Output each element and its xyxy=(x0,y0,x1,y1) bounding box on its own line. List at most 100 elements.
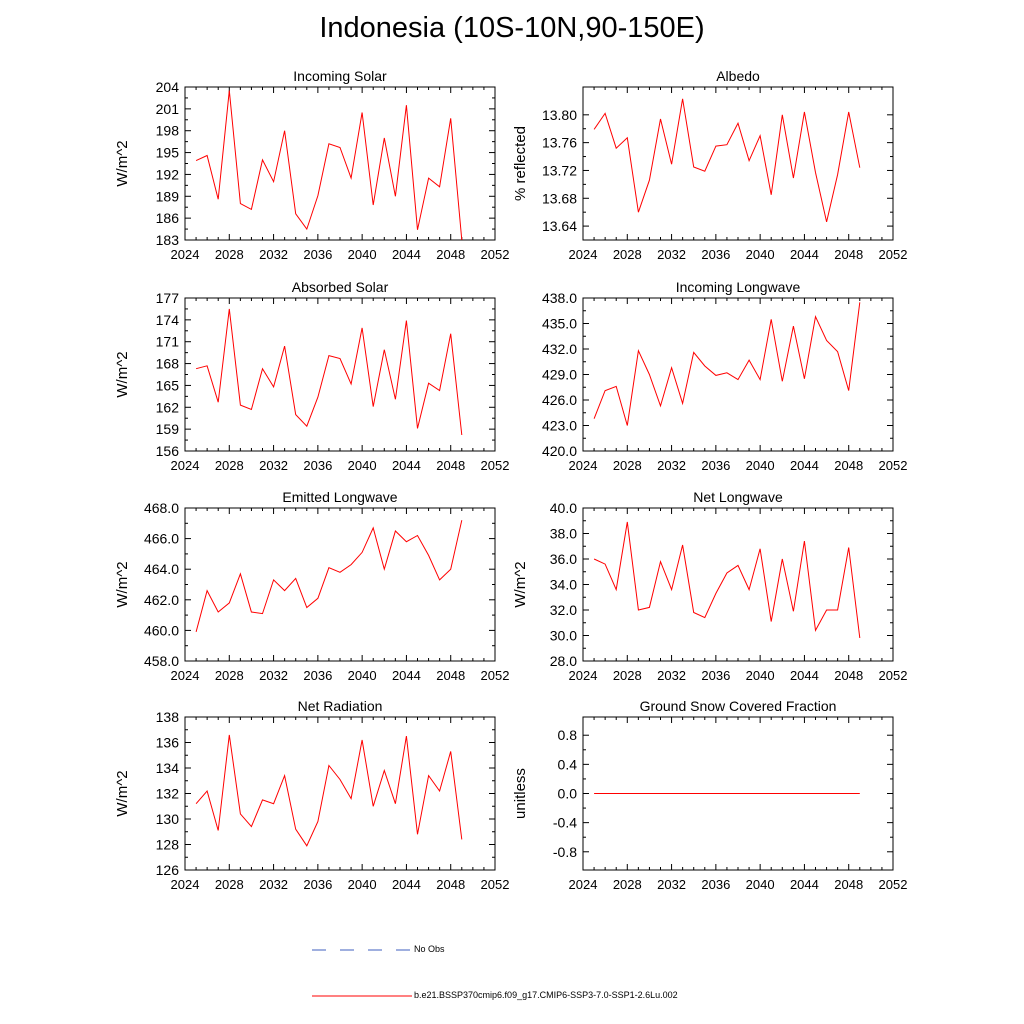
y-tick-label: 468.0 xyxy=(144,500,179,516)
y-tick-label: 462.0 xyxy=(144,592,179,608)
x-tick-label: 2028 xyxy=(613,247,642,262)
y-tick-label: 466.0 xyxy=(144,531,179,547)
x-tick-label: 2044 xyxy=(790,877,819,892)
x-tick-label: 2052 xyxy=(481,247,510,262)
legend-model-label: b.e21.BSSP370cmip6.f09_g17.CMIP6-SSP3-7.… xyxy=(414,990,678,1000)
x-tick-label: 2052 xyxy=(879,877,908,892)
panel-title: Ground Snow Covered Fraction xyxy=(640,698,837,714)
y-tick-label: 34.0 xyxy=(550,577,577,593)
y-tick-label: 28.0 xyxy=(550,653,577,669)
x-tick-label: 2028 xyxy=(613,877,642,892)
y-tick-label: 174 xyxy=(156,312,180,328)
x-tick-label: 2048 xyxy=(834,877,863,892)
x-tick-label: 2040 xyxy=(746,877,775,892)
x-tick-label: 2040 xyxy=(746,668,775,683)
y-axis-label: W/m^2 xyxy=(114,561,131,607)
y-tick-label: 168 xyxy=(156,356,180,372)
x-tick-label: 2048 xyxy=(436,458,465,473)
legend-obs-label: No Obs xyxy=(414,944,445,954)
y-axis-label: W/m^2 xyxy=(114,351,131,397)
x-tick-label: 2028 xyxy=(215,877,244,892)
x-tick-label: 2024 xyxy=(569,458,598,473)
x-tick-label: 2040 xyxy=(348,247,377,262)
y-tick-label: 186 xyxy=(156,210,180,226)
y-tick-label: 130 xyxy=(156,811,180,827)
x-tick-label: 2024 xyxy=(569,877,598,892)
x-tick-label: 2052 xyxy=(481,458,510,473)
y-tick-label: 13.72 xyxy=(542,162,577,178)
chart-panel: Albedo 2024 2028 2032 2036 2040 2044 2048 2052 13… xyxy=(512,68,907,262)
x-tick-label: 2036 xyxy=(701,877,730,892)
series-line xyxy=(195,308,463,436)
y-tick-label: -0.8 xyxy=(553,844,577,860)
y-tick-label: 195 xyxy=(156,145,180,161)
y-tick-label: 32.0 xyxy=(550,602,577,618)
x-tick-label: 2044 xyxy=(790,668,819,683)
y-tick-label: 138 xyxy=(156,709,180,725)
y-tick-label: 171 xyxy=(156,334,180,350)
panel-title: Incoming Solar xyxy=(293,68,387,84)
y-tick-label: 435.0 xyxy=(542,316,577,332)
chart-panel: Ground Snow Covered Fraction 2024 2028 2032… xyxy=(512,698,907,892)
y-axis-label: W/m^2 xyxy=(512,561,529,607)
x-tick-label: 2024 xyxy=(171,458,200,473)
y-tick-label: 204 xyxy=(156,79,180,95)
x-tick-label: 2036 xyxy=(303,247,332,262)
x-tick-label: 2028 xyxy=(215,668,244,683)
y-tick-label: 156 xyxy=(156,443,180,459)
y-tick-label: 165 xyxy=(156,377,180,393)
y-tick-label: 13.76 xyxy=(542,135,577,151)
y-tick-label: 432.0 xyxy=(542,341,577,357)
y-axis-label: W/m^2 xyxy=(114,770,131,816)
panel-title: Incoming Longwave xyxy=(676,279,801,295)
x-tick-label: 2032 xyxy=(657,458,686,473)
y-tick-label: 0.8 xyxy=(558,727,578,743)
x-tick-label: 2032 xyxy=(259,247,288,262)
x-tick-label: 2032 xyxy=(259,668,288,683)
x-tick-label: 2032 xyxy=(259,458,288,473)
y-tick-label: 423.0 xyxy=(542,418,577,434)
y-tick-label: 183 xyxy=(156,232,180,248)
y-axis-label: unitless xyxy=(512,768,529,819)
x-tick-label: 2044 xyxy=(392,877,421,892)
x-tick-label: 2052 xyxy=(481,877,510,892)
y-tick-label: 438.0 xyxy=(542,290,577,306)
x-tick-label: 2040 xyxy=(348,877,377,892)
x-tick-label: 2044 xyxy=(790,458,819,473)
x-tick-label: 2028 xyxy=(613,458,642,473)
panel-title: Net Longwave xyxy=(693,489,783,505)
x-tick-label: 2048 xyxy=(436,668,465,683)
x-tick-label: 2044 xyxy=(392,247,421,262)
y-tick-label: 0.4 xyxy=(558,756,578,772)
y-tick-label: 159 xyxy=(156,421,180,437)
x-tick-label: 2036 xyxy=(303,668,332,683)
y-tick-label: 458.0 xyxy=(144,653,179,669)
y-tick-label: 13.68 xyxy=(542,190,577,206)
x-tick-label: 2044 xyxy=(392,458,421,473)
series-line xyxy=(593,98,861,223)
y-tick-label: 38.0 xyxy=(550,526,577,542)
x-tick-label: 2048 xyxy=(834,458,863,473)
y-tick-label: 40.0 xyxy=(550,500,577,516)
y-tick-label: 134 xyxy=(156,760,180,776)
y-tick-label: 429.0 xyxy=(542,367,577,383)
y-tick-label: 30.0 xyxy=(550,628,577,644)
series-line xyxy=(195,734,463,847)
x-tick-label: 2048 xyxy=(436,877,465,892)
series-line xyxy=(195,520,463,633)
x-tick-label: 2044 xyxy=(392,668,421,683)
x-tick-label: 2032 xyxy=(657,668,686,683)
y-tick-label: 426.0 xyxy=(542,392,577,408)
x-tick-label: 2052 xyxy=(879,668,908,683)
y-axis-label: W/m^2 xyxy=(114,140,131,186)
x-tick-label: 2028 xyxy=(215,247,244,262)
y-tick-label: 460.0 xyxy=(144,622,179,638)
x-tick-label: 2040 xyxy=(348,458,377,473)
x-tick-label: 2052 xyxy=(879,458,908,473)
panel-title: Absorbed Solar xyxy=(292,279,389,295)
x-tick-label: 2048 xyxy=(834,668,863,683)
chart-panel: Incoming Longwave 2024 2028 2032 2036 2040 204… xyxy=(542,279,908,473)
chart-panel: Incoming Solar 2024 2028 2032 2036 2040 2044 20… xyxy=(114,68,509,262)
y-tick-label: 13.80 xyxy=(542,107,577,123)
